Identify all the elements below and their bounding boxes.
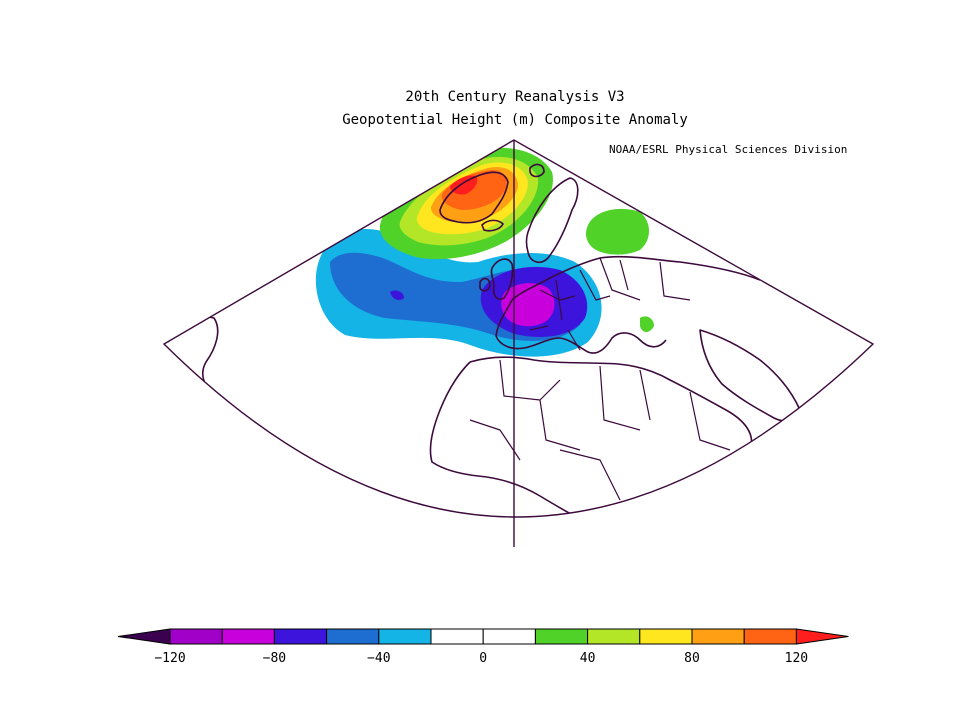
credit-label: NOAA/ESRL Physical Sciences Division [609,143,848,156]
map-sector-outline [162,139,875,518]
colorbar-high-triangle [795,628,849,645]
colorbar-segment [743,628,797,645]
colorbar-segment [587,628,641,645]
colorbar-tick-label: 120 [785,651,808,666]
colorbar-segment [378,628,432,645]
colorbar-tick-label: −40 [367,651,390,666]
ireland-coast [479,277,491,292]
map-subtitle: Geopotential Height (m) Composite Anomal… [342,112,688,128]
greenland-coast [439,171,509,224]
colorbar-segment [221,628,275,645]
colorbar-segment [326,628,380,645]
iceland-coast [481,219,504,232]
anomaly-pos-east [585,208,649,255]
colorbar-tick-label: 0 [479,651,487,666]
colorbar-tick-label: −80 [263,651,286,666]
colorbar-tick-label: 80 [684,651,700,666]
anomaly-pos-med [640,316,654,332]
colorbar-segment [430,628,484,645]
border-lines-europe [529,257,691,351]
colorbar: −120 −80 −40 0 40 80 120 [117,628,849,666]
colorbar-tick-label: −120 [154,651,185,666]
anomaly-neg-small [390,290,404,300]
colorbar-segment [639,628,693,645]
colorbar-low-triangle [117,628,171,645]
anomaly-pos-120 [450,175,478,195]
colorbar-segment [273,628,328,645]
africa-coast [429,356,753,517]
border-lines-africa [469,359,731,501]
colorbar-segment [169,628,223,645]
anomaly-pos-100 [441,170,507,210]
map-title: 20th Century Reanalysis V3 [405,89,625,105]
colorbar-segment [534,628,589,645]
colorbar-segment [482,628,536,645]
europe-coast [495,255,761,354]
britain-coast [490,258,514,301]
colorbar-segment [691,628,745,645]
colorbar-tick-label: 40 [580,651,596,666]
svalbard-coast [529,163,545,178]
scandinavia-coast [525,177,579,264]
country-borders [469,257,731,501]
